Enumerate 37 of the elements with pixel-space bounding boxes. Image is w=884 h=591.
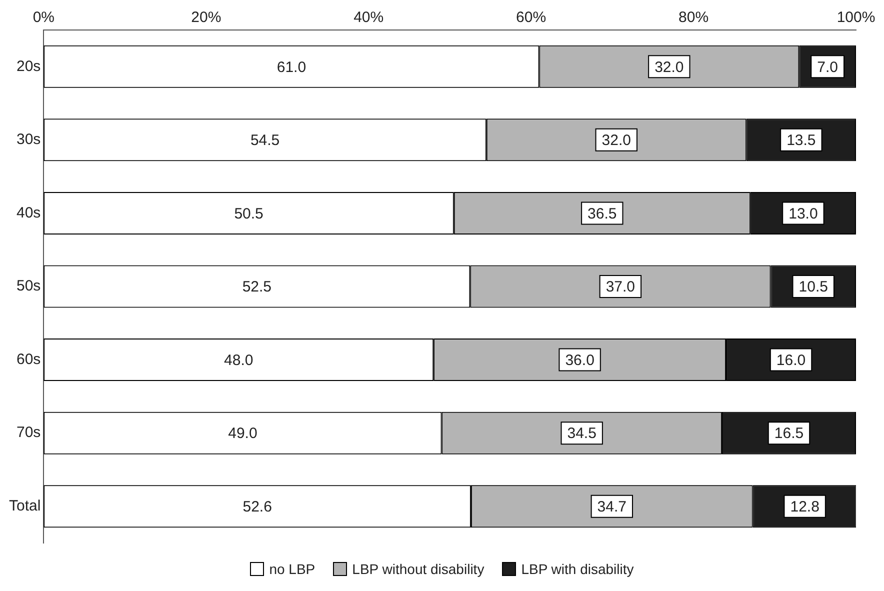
y-tick-label: Total [8,498,41,514]
data-label: 54.5 [250,132,280,150]
y-tick-label: 50s [16,278,41,295]
data-label: 34.7 [597,498,626,516]
x-tick-label: 80% [678,9,709,26]
y-tick-label: 20s [16,58,41,75]
data-label: 16.0 [776,352,806,369]
text: no LBP [269,561,316,577]
data-label: 10.5 [798,278,828,296]
data-label: 49.0 [228,425,258,442]
y-tick-label: 60s [16,350,41,368]
data-label: 37.0 [606,278,636,296]
legend-label: LBP without disability [352,561,484,577]
data-label: 34.5 [567,425,596,442]
data-label: 32.0 [602,132,631,150]
data-label: 12.8 [790,498,820,516]
data-label: 50.5 [234,205,264,222]
data-label: 52.5 [242,278,272,296]
data-label: 36.0 [565,352,594,369]
data-label: 61.0 [276,58,306,76]
x-tick-label: 40% [354,9,384,26]
x-tick-label: 20% [191,9,222,26]
data-label: 13.5 [786,132,816,150]
data-label: 36.5 [588,205,617,222]
data-label: 7.0 [817,58,838,76]
x-tick-label: 0% [32,9,55,26]
y-tick-label: 70s [16,424,41,442]
y-tick-label: 30s [16,131,41,148]
x-tick-label: 100% [836,9,876,26]
y-tick-label: 40s [16,204,41,222]
data-label: 16.5 [774,425,804,442]
legend-label: LBP with disability [521,561,634,577]
data-label: 52.6 [242,498,272,516]
data-label: 13.0 [788,205,818,222]
x-tick-label: 60% [516,9,546,26]
data-label: 32.0 [654,58,684,76]
data-label: 48.0 [224,352,254,369]
